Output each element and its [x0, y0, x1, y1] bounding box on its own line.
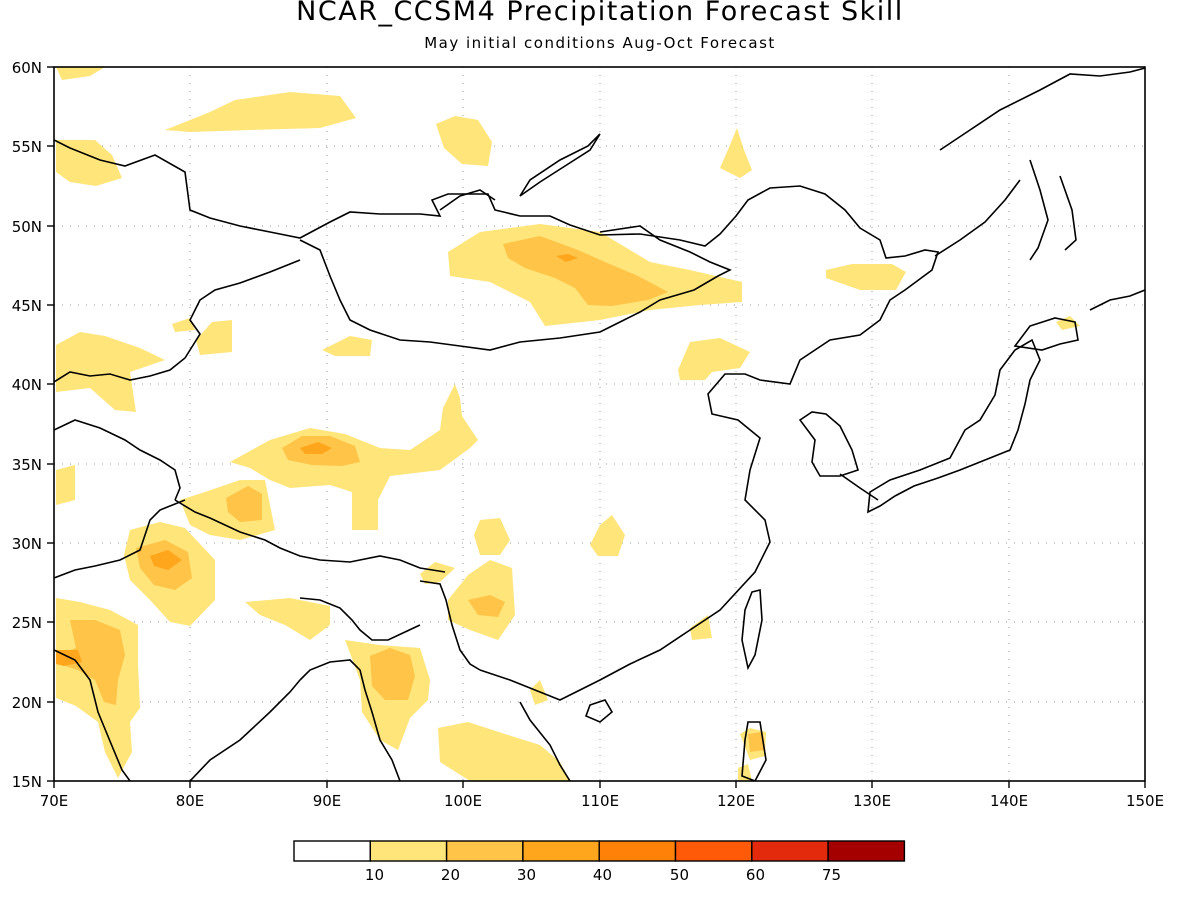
colorbar-box-3 — [522, 840, 600, 862]
latitude-labels: 60N 55N 50N 45N 40N 35N 30N 25N 20N 15N — [12, 59, 42, 791]
colorbar-box-1 — [369, 840, 448, 862]
lat-label-15: 15N — [12, 773, 42, 791]
colorbar-label-50: 50 — [670, 866, 689, 884]
colorbar-label-20: 20 — [441, 866, 460, 884]
lat-label-30: 30N — [12, 535, 42, 553]
lat-label-50: 50N — [12, 218, 42, 236]
skill-10-20-regions — [56, 67, 1080, 781]
map-title: NCAR_CCSM4 Precipitation Forecast Skill — [296, 0, 904, 27]
gridlines — [54, 67, 1145, 781]
lon-label-70: 70E — [40, 792, 69, 810]
colorbar-label-60: 60 — [746, 866, 765, 884]
lon-label-100: 100E — [444, 792, 482, 810]
lon-label-140: 140E — [990, 792, 1028, 810]
colorbar-label-40: 40 — [593, 866, 612, 884]
colorbar-label-10: 10 — [365, 866, 384, 884]
lon-label-110: 110E — [581, 792, 619, 810]
lon-label-80: 80E — [176, 792, 205, 810]
lat-label-20: 20N — [12, 694, 42, 712]
coastlines-borders — [54, 67, 1145, 781]
colorbar-box-6 — [751, 840, 829, 862]
lat-label-45: 45N — [12, 297, 42, 315]
plot-frame — [53, 66, 1146, 782]
lon-label-120: 120E — [717, 792, 755, 810]
colorbar-label-30: 30 — [517, 866, 536, 884]
lon-label-150: 150E — [1126, 792, 1164, 810]
colorbar: 10 20 30 40 50 60 75 — [293, 840, 906, 884]
map-subtitle: May initial conditions Aug-Oct Forecast — [424, 34, 776, 52]
colorbar-box-5 — [674, 840, 753, 862]
tick-marks — [47, 66, 1146, 788]
colorbar-box-0 — [293, 840, 372, 862]
lon-label-130: 130E — [853, 792, 891, 810]
colorbar-box-2 — [445, 840, 524, 862]
colorbar-label-75: 75 — [822, 866, 841, 884]
lat-label-25: 25N — [12, 614, 42, 632]
longitude-labels: 70E 80E 90E 100E 110E 120E 130E 140E 150… — [40, 792, 1164, 810]
lat-label-35: 35N — [12, 456, 42, 474]
colorbar-box-7 — [827, 840, 906, 862]
skill-20-30-regions — [56, 236, 765, 752]
lat-label-60: 60N — [12, 59, 42, 77]
lat-label-55: 55N — [12, 138, 42, 156]
colorbar-box-4 — [598, 840, 677, 862]
lat-label-40: 40N — [12, 376, 42, 394]
skill-shading — [56, 67, 1080, 781]
lon-label-90: 90E — [313, 792, 342, 810]
